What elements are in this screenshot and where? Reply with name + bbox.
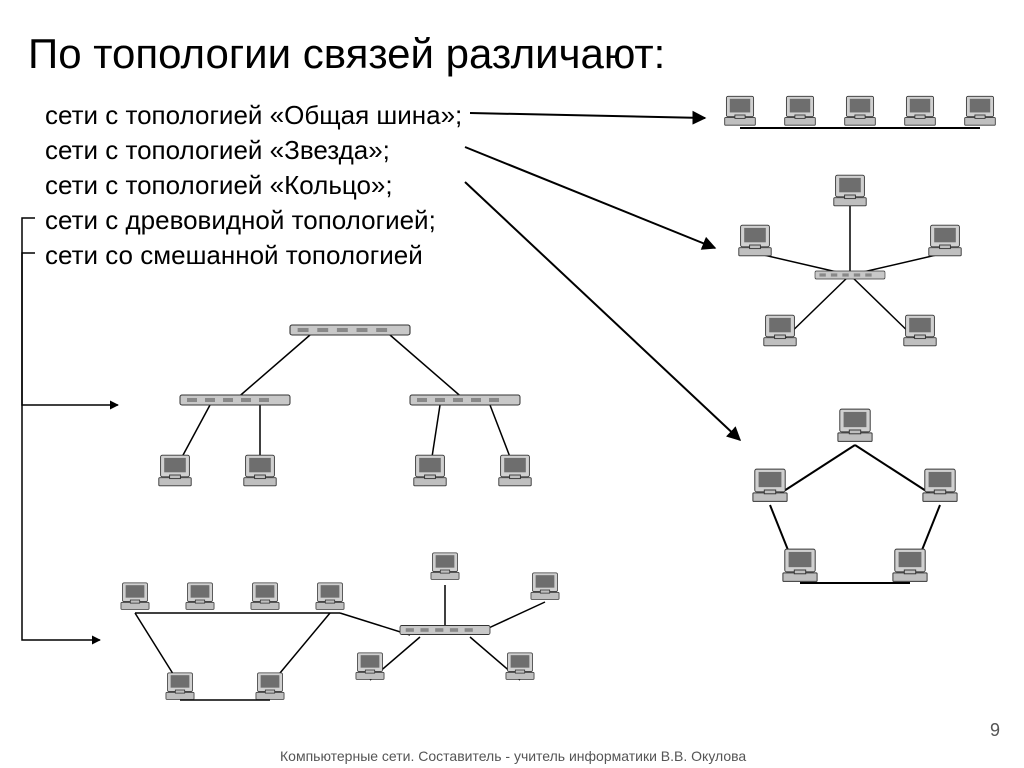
hub-icon: [290, 325, 410, 335]
computer-icon: [845, 96, 876, 125]
diagram-canvas: [0, 0, 1024, 768]
lead-arrow: [470, 113, 705, 118]
computer-icon: [244, 455, 276, 486]
computer-icon: [186, 583, 214, 610]
computer-icon: [506, 653, 534, 680]
hub-icon: [815, 271, 885, 279]
computer-icon: [531, 573, 559, 600]
computer-icon: [431, 553, 459, 580]
hub-icon: [400, 626, 490, 635]
computer-icon: [499, 455, 531, 486]
computer-icon: [838, 409, 872, 441]
computer-icon: [764, 315, 796, 346]
hub-icon: [410, 395, 520, 405]
lead-arrow: [22, 253, 100, 640]
computer-icon: [251, 583, 279, 610]
network-edge: [390, 335, 465, 400]
network-edge: [340, 613, 410, 635]
computer-icon: [166, 673, 194, 700]
computer-icon: [905, 96, 936, 125]
computer-icon: [923, 469, 957, 501]
lead-arrow: [22, 218, 118, 405]
computer-icon: [834, 175, 866, 206]
computer-icon: [414, 455, 446, 486]
computer-icon: [121, 583, 149, 610]
hub-icon: [180, 395, 290, 405]
computer-icon: [893, 549, 927, 581]
computer-icon: [739, 225, 771, 256]
computer-icon: [904, 315, 936, 346]
computer-icon: [256, 673, 284, 700]
computer-icon: [316, 583, 344, 610]
lead-arrow: [465, 147, 715, 248]
computer-icon: [783, 549, 817, 581]
computer-icon: [356, 653, 384, 680]
computer-icon: [785, 96, 816, 125]
computer-icon: [753, 469, 787, 501]
network-edge: [235, 335, 310, 400]
computer-icon: [929, 225, 961, 256]
computer-icon: [159, 455, 191, 486]
computer-icon: [965, 96, 996, 125]
computer-icon: [725, 96, 756, 125]
